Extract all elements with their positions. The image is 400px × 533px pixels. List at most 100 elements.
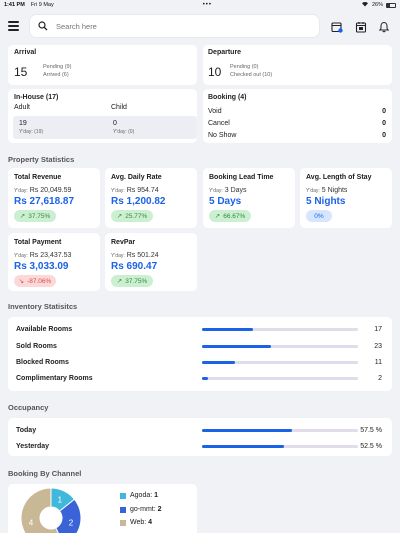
metric-title: Total Revenue xyxy=(14,174,62,181)
menu-icon[interactable] xyxy=(8,20,19,32)
progress-bar xyxy=(202,444,358,448)
metric-value: 5 Nights xyxy=(306,196,346,207)
inhouse-title: In-House (17) xyxy=(14,94,59,101)
departure-checked-out: Checked out (10) xyxy=(230,72,273,78)
search-input[interactable] xyxy=(56,21,296,31)
metric-yday: Y'day: 5 Nights xyxy=(306,187,348,194)
adult-value: 19 xyxy=(19,120,27,127)
channel-title: Booking By Channel xyxy=(8,469,82,478)
arrival-pending: Pending (9) xyxy=(43,64,72,70)
status-bar: 1:41 PM Fri 9 May ••• 26% xyxy=(0,0,400,10)
metric-yday: Y'day: Rs 954.74 xyxy=(111,187,159,194)
booking-row-cancel: Cancel 0 xyxy=(208,120,386,127)
legend-go-mmt: go-mmt: 2 xyxy=(120,506,162,513)
donut-slice-label: 2 xyxy=(69,519,74,528)
child-yday: Y'day: (0) xyxy=(113,129,135,135)
occupancy-row-today: Today 57.5 % xyxy=(16,426,382,434)
status-date: Fri 9 May xyxy=(30,2,54,8)
metric-yday: Y'day: Rs 20,049.59 xyxy=(14,187,72,194)
child-value: 0 xyxy=(113,120,117,127)
metric-title: Booking Lead Time xyxy=(209,174,274,181)
property-stats-title: Property Statistics xyxy=(8,155,75,164)
metric-yday: Y'day: 3 Days xyxy=(209,187,247,194)
channel-donut-chart: 1 2 4 xyxy=(20,487,82,533)
booking-row-noshow: No Show 0 xyxy=(208,132,386,139)
inhouse-card[interactable]: In-House (17) Adult Child 19 Y'day: (19)… xyxy=(8,89,197,143)
metric-card-lead-time[interactable]: Booking Lead Time Y'day: 3 Days 5 Days ↗ 6… xyxy=(203,168,295,228)
status-time: 1:41 PM xyxy=(4,2,25,8)
progress-bar xyxy=(202,360,358,364)
metric-value: Rs 27,618.87 xyxy=(14,196,75,207)
bell-icon[interactable] xyxy=(378,20,390,33)
metric-change-badge: 0% xyxy=(306,210,332,222)
occupancy-row-yesterday: Yesterday 52.5 % xyxy=(16,442,382,450)
occupancy-title: Occupancy xyxy=(8,403,49,412)
arrival-title: Arrival xyxy=(14,49,37,56)
metric-title: Avg. Length of Stay xyxy=(306,174,372,181)
inventory-title: Inventory Statisitcs xyxy=(8,302,78,311)
progress-bar xyxy=(202,428,358,432)
search-icon xyxy=(38,21,48,31)
calendar-icon[interactable] xyxy=(355,20,367,33)
metric-card-adr[interactable]: Avg. Daily Rate Y'day: Rs 954.74 Rs 1,200… xyxy=(105,168,197,228)
donut-slice xyxy=(55,498,82,533)
booking-card[interactable]: Booking (4) Void 0 Cancel 0 No Show 0 xyxy=(203,89,392,143)
metric-card-total-revenue[interactable]: Total Revenue Y'day: Rs 20,049.59 Rs 27,6… xyxy=(8,168,100,228)
arrival-card[interactable]: Arrival 15 Pending (9) Arrived (6) xyxy=(8,45,197,85)
inventory-row-blocked: Blocked Rooms 11 xyxy=(16,358,382,366)
top-bar xyxy=(0,15,400,39)
child-label: Child xyxy=(111,104,127,111)
occupancy-card xyxy=(8,418,392,456)
booking-title: Booking (4) xyxy=(208,94,247,101)
progress-bar xyxy=(202,344,358,348)
metric-value: Rs 690.47 xyxy=(111,261,158,272)
battery-icon xyxy=(385,2,396,8)
metric-change-badge: ↗ 66.67% xyxy=(209,210,251,222)
multitask-dots-icon[interactable]: ••• xyxy=(202,2,212,8)
adult-yday: Y'day: (19) xyxy=(19,129,44,135)
departure-pending: Pending (0) xyxy=(230,64,259,70)
legend-swatch xyxy=(120,506,126,513)
metric-card-revpar[interactable]: RevPar Y'day: Rs 501.24 Rs 690.47 ↗ 37.75% xyxy=(105,233,197,291)
metric-change-badge: ↗ 37.75% xyxy=(111,275,153,287)
arrival-arrived: Arrived (6) xyxy=(43,72,69,78)
calendar-notification-icon[interactable] xyxy=(331,20,343,33)
metric-value: 5 Days xyxy=(209,196,242,207)
battery-percent: 26% xyxy=(371,2,383,8)
trend-up-icon: ↗ xyxy=(116,213,123,220)
metric-yday: Y'day: Rs 501.24 xyxy=(111,252,159,259)
metric-value: Rs 1,200.82 xyxy=(111,196,166,207)
metric-change-badge: ↘ -87.06% xyxy=(14,275,56,287)
legend-swatch xyxy=(120,492,126,499)
channel-card: 1 2 4 Agoda: 1 go-mmt: 2 Web: 4 xyxy=(8,484,197,533)
metric-title: RevPar xyxy=(111,239,136,246)
departure-count: 10 xyxy=(208,65,222,79)
metric-card-length-of-stay[interactable]: Avg. Length of Stay Y'day: 5 Nights 5 Nig… xyxy=(300,168,392,228)
metric-title: Avg. Daily Rate xyxy=(111,174,162,181)
metric-change-badge: ↗ 25.77% xyxy=(111,210,153,222)
booking-row-void: Void 0 xyxy=(208,108,386,115)
donut-slice-label: 1 xyxy=(58,496,63,505)
progress-bar xyxy=(202,327,358,331)
wifi-icon xyxy=(361,1,369,9)
arrival-count: 15 xyxy=(14,65,28,79)
adult-label: Adult xyxy=(14,104,30,111)
metric-yday: Y'day: Rs 23,437.53 xyxy=(14,252,72,259)
trend-up-icon: ↗ xyxy=(116,278,123,285)
metric-title: Total Payment xyxy=(14,239,62,246)
metric-value: Rs 3,033.09 xyxy=(14,261,69,272)
departure-card[interactable]: Departure 10 Pending (0) Checked out (10… xyxy=(203,45,392,85)
search-bar[interactable] xyxy=(30,15,319,37)
legend-swatch xyxy=(120,519,126,526)
metric-card-total-payment[interactable]: Total Payment Y'day: Rs 23,437.53 Rs 3,03… xyxy=(8,233,100,291)
donut-slice-label: 4 xyxy=(29,519,34,528)
trend-up-icon: ↗ xyxy=(19,213,26,220)
inhouse-values-box: 19 Y'day: (19) 0 Y'day: (0) xyxy=(13,116,197,139)
metric-change-badge: ↗ 37.75% xyxy=(14,210,56,222)
inventory-row-available: Available Rooms 17 xyxy=(16,325,382,333)
inventory-row-complimentary: Complimentary Rooms 2 xyxy=(16,374,382,382)
trend-up-icon: ↗ xyxy=(214,213,221,220)
donut-slice xyxy=(20,487,59,533)
legend-agoda: Agoda: 1 xyxy=(120,492,158,499)
legend-web: Web: 4 xyxy=(120,519,152,526)
